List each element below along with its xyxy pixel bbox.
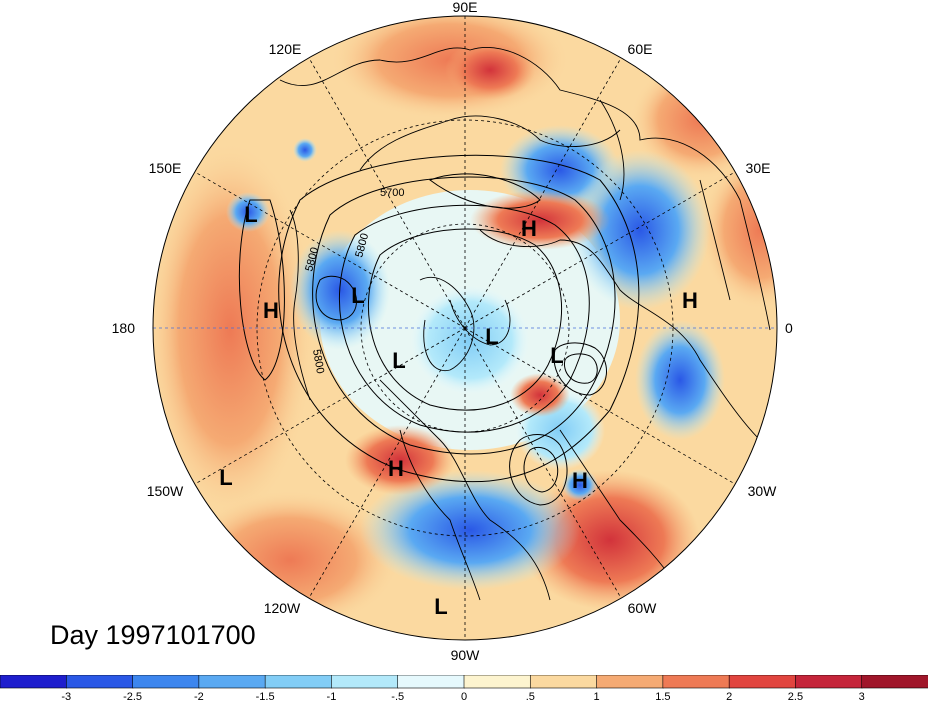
colorbar-tick-label: -2 (194, 691, 204, 702)
lon-label-60w: 60W (628, 600, 658, 616)
pressure-center-high: H (572, 468, 588, 493)
colorbar-swatch (331, 675, 399, 689)
lon-label-90e: 90E (453, 0, 478, 15)
lon-label-0: 0 (785, 320, 793, 336)
colorbar-swatch (132, 675, 200, 689)
pressure-center-low: L (550, 343, 563, 368)
pressure-center-high: H (682, 288, 698, 313)
map-boundary (152, 15, 778, 641)
graticule (153, 16, 777, 640)
colorbar-tick-label: 0 (461, 691, 467, 702)
lon-label-30e: 30E (746, 160, 771, 176)
colorbar-swatch (795, 675, 863, 689)
colorbar-tick-label: 2 (726, 691, 732, 702)
pressure-centers: L H L H L L L H H H L L (219, 202, 698, 619)
colorbar-swatch (463, 675, 532, 689)
longitude-labels: 90E 90W 180 0 120E 150E 60E 30E 150W 120… (112, 0, 793, 663)
pressure-center-high: H (263, 298, 279, 323)
colorbar-tick-label: 1 (594, 691, 600, 702)
pressure-center-low: L (434, 594, 447, 619)
contour-label: 5700 (380, 187, 404, 199)
pressure-center-high: H (521, 216, 537, 241)
colorbar-swatch (728, 675, 797, 689)
colorbar-swatch (65, 675, 134, 689)
page-title: Day 1997101700 (50, 620, 256, 650)
lon-label-30w: 30W (748, 483, 778, 499)
colorbar-tick-label: 3 (859, 691, 865, 702)
colorbar-swatch (264, 675, 333, 689)
pressure-center-high: H (388, 456, 404, 481)
lon-label-150w: 150W (147, 483, 184, 499)
colorbar-tick-label: -3 (61, 691, 71, 702)
contour-label: 5800 (310, 348, 326, 374)
lon-label-150e: 150E (149, 160, 182, 176)
pressure-center-low: L (244, 202, 257, 227)
colorbar: -3 -2.5 -2 -1.5 -1 -.5 0 .5 1 1.5 2 2.5 3 (0, 675, 928, 702)
colorbar-swatch (0, 675, 68, 689)
colorbar-tick-label: 1.5 (655, 691, 670, 702)
pressure-center-low: L (351, 283, 364, 308)
lon-label-180: 180 (112, 320, 136, 336)
colorbar-tick-label: .5 (526, 691, 535, 702)
colorbar-swatch (198, 675, 266, 689)
colorbar-tick-label: -2.5 (123, 691, 142, 702)
colorbar-swatch (596, 675, 664, 689)
lon-label-90w: 90W (451, 647, 481, 663)
colorbar-tick-label: 2.5 (788, 691, 803, 702)
colorbar-swatch (861, 675, 928, 689)
coastlines (279, 46, 771, 601)
colorbar-tick-label: -.5 (391, 691, 404, 702)
colorbar-swatch (529, 675, 598, 689)
colorbar-swatch (662, 675, 730, 689)
colorbar-tick-label: -1.5 (256, 691, 275, 702)
lon-label-120e: 120E (269, 41, 302, 57)
lon-label-60e: 60E (628, 41, 653, 57)
anomaly-field (153, 16, 777, 640)
colorbar-swatch (397, 675, 465, 689)
height-contours (238, 154, 640, 506)
lon-label-120w: 120W (264, 600, 301, 616)
pressure-center-low: L (219, 465, 232, 490)
pressure-center-low: L (392, 348, 405, 373)
colorbar-tick-label: -1 (327, 691, 337, 702)
pressure-center-low: L (485, 324, 498, 349)
